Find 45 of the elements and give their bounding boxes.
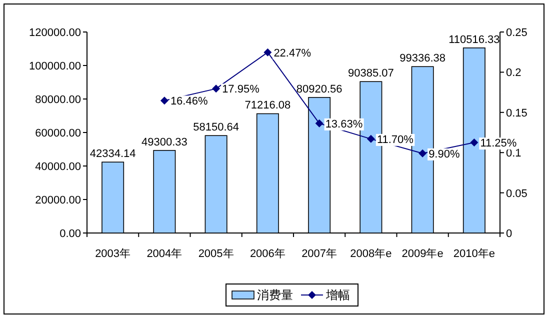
point <box>366 134 375 143</box>
data-label: 99336.38 <box>400 52 446 65</box>
x-tick-label: 2003年 <box>95 248 131 260</box>
data-label: 16.46% <box>170 96 208 108</box>
data-label: 11.70% <box>376 134 414 146</box>
y2-tick-label: 0 <box>506 228 512 240</box>
data-label: 22.47% <box>274 47 312 60</box>
point <box>160 96 168 105</box>
x-tick-label: 2005年 <box>198 248 234 260</box>
y-tick-label: 80000.00 <box>35 94 81 106</box>
y2-tick-label: 0.15 <box>506 107 528 120</box>
point <box>264 48 272 56</box>
data-label: 90385.07 <box>348 68 394 80</box>
y-tick-label: 100000.00 <box>29 60 81 72</box>
data-label: 71216.08 <box>244 100 291 112</box>
y2-tick-label: 0.25 <box>506 27 528 39</box>
y-tick-label: 60000.00 <box>35 128 81 140</box>
data-label: 42334.14 <box>90 148 136 160</box>
x-tick-label: 2004年 <box>146 248 182 260</box>
x-tick-label: 2010年e <box>453 248 495 260</box>
data-label: 110516.33 <box>448 34 500 46</box>
legend-label: 消费量 <box>257 288 293 302</box>
point <box>212 84 220 93</box>
point <box>315 119 324 128</box>
x-tick-label: 2009年e <box>402 248 444 260</box>
data-label: 13.63% <box>325 118 363 130</box>
data-label: 9.90% <box>428 148 460 160</box>
data-label: 11.25% <box>480 138 517 150</box>
y-tick-label: 120000.00 <box>29 27 81 39</box>
data-label: 49300.33 <box>141 136 188 148</box>
y2-tick-label: 0.1 <box>506 148 522 160</box>
x-tick-label: 2007年 <box>302 248 338 260</box>
y2-tick-label: 0.2 <box>506 67 522 80</box>
data-label: 80920.56 <box>296 83 342 96</box>
data-label: 17.95% <box>222 84 260 96</box>
x-tick-label: 2006年 <box>250 248 286 260</box>
y-tick-label: 20000.00 <box>35 194 81 206</box>
y-tick-label: 0.00 <box>60 228 81 240</box>
y2-tick-label: 0.05 <box>506 188 528 200</box>
data-label: 58150.64 <box>193 122 240 134</box>
x-tick-label: 2008年e <box>350 248 392 260</box>
legend-label: 增幅 <box>325 288 350 302</box>
y-tick-label: 40000.00 <box>35 161 81 173</box>
point <box>418 149 427 158</box>
point <box>470 138 478 147</box>
